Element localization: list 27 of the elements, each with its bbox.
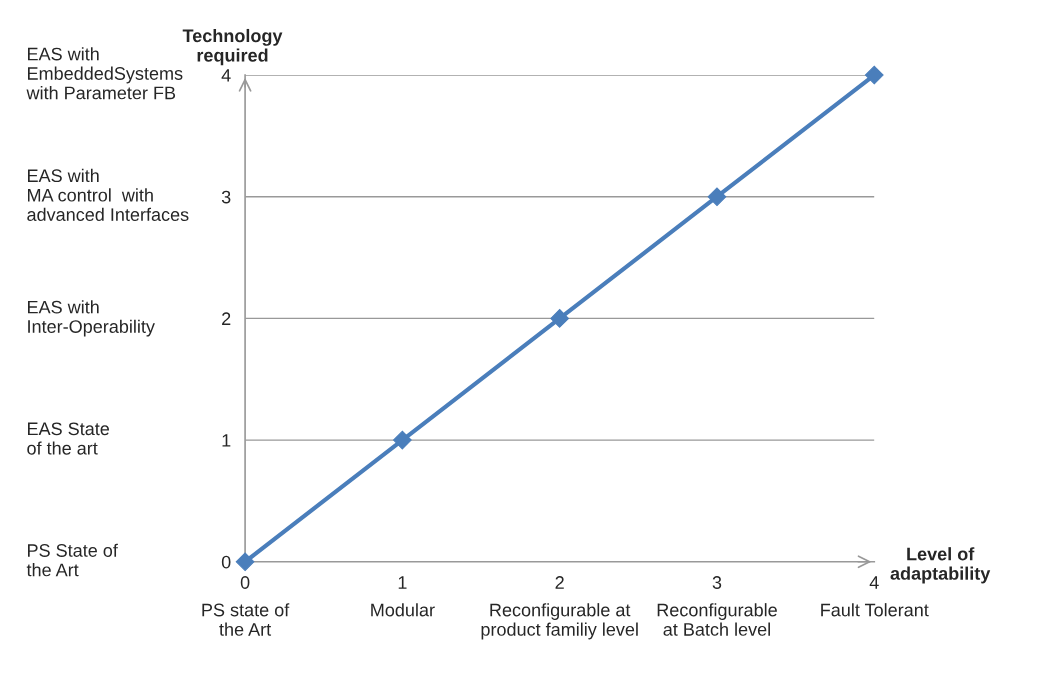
x-axis-title: Level of adaptability: [890, 547, 991, 584]
point: [864, 65, 884, 85]
x-tick-label: 1: [398, 576, 407, 589]
x-tick-label: 0: [240, 576, 250, 589]
y-tick-label: 4: [221, 69, 231, 82]
text: PS state of the Art: [202, 603, 290, 636]
text: Reconfigurable at product familiy level: [481, 603, 638, 640]
x-tick-label: 4: [869, 576, 879, 589]
y-tick-label: 2: [222, 312, 231, 325]
point: [707, 187, 727, 207]
y-tick-label: 0: [221, 555, 231, 569]
text: Fault Tolerant: [821, 603, 929, 617]
text: EAS with EmbeddedSystems with Parameter FB: [26, 47, 183, 100]
x-tick-label: 2: [555, 576, 564, 589]
text: EAS with MA control with advanced Interfaces: [27, 168, 189, 222]
text: Modular: [371, 603, 435, 617]
x-tick-label: 3: [712, 576, 722, 589]
text: Reconfigurable at Batch level: [657, 603, 777, 636]
text: EAS State of the art: [27, 422, 110, 455]
point: [393, 430, 412, 450]
y-tick-label: 3: [221, 190, 231, 204]
y-axis-title: Technology required: [182, 28, 283, 66]
point: [550, 309, 570, 328]
point: [235, 552, 255, 572]
y-tick-label: 1: [222, 434, 231, 447]
text: EAS with Inter-Operability: [28, 300, 155, 337]
text: PS State of the Art: [26, 543, 118, 577]
